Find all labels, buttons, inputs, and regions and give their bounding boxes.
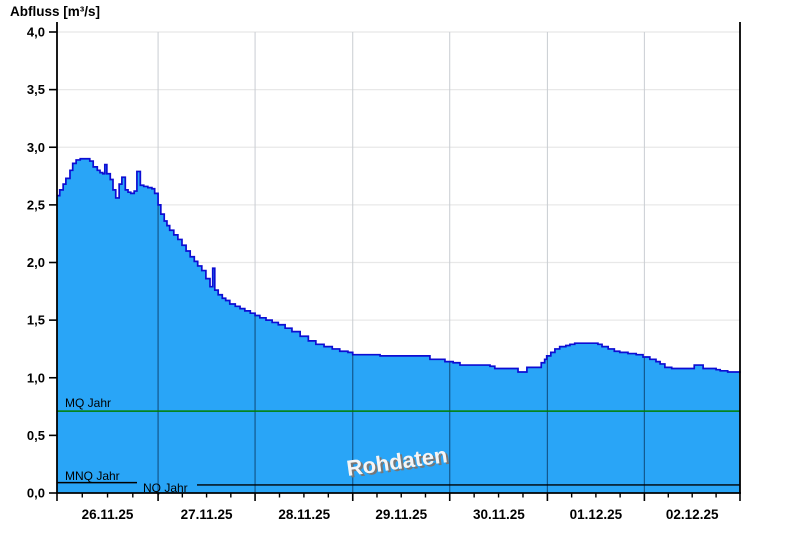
mnq-label: MNQ Jahr xyxy=(65,469,120,483)
y-tick-label: 1,5 xyxy=(27,313,45,328)
y-tick-label: 4,0 xyxy=(27,25,45,40)
y-tick-label: 2,0 xyxy=(27,255,45,270)
y-tick-label: 0,5 xyxy=(27,428,45,443)
mq-label: MQ Jahr xyxy=(65,396,111,410)
x-date-label: 28.11.25 xyxy=(278,507,330,522)
y-tick-label: 2,5 xyxy=(27,197,45,212)
y-tick-label: 3,5 xyxy=(27,82,45,97)
y-tick-label: 3,0 xyxy=(27,140,45,155)
chart-title: Abfluss [m³/s] xyxy=(10,4,101,19)
y-tick-label: 0,0 xyxy=(27,486,45,501)
y-tick-label: 1,0 xyxy=(27,370,45,385)
x-date-label: 02.12.25 xyxy=(666,507,719,522)
x-date-label: 26.11.25 xyxy=(82,507,134,522)
x-date-label: 27.11.25 xyxy=(181,507,233,522)
x-date-label: 29.11.25 xyxy=(375,507,427,522)
nq-label: NQ Jahr xyxy=(143,481,188,495)
discharge-area xyxy=(57,158,740,493)
discharge-line xyxy=(57,157,741,374)
x-date-label: 30.11.25 xyxy=(473,507,525,522)
x-date-label: 01.12.25 xyxy=(570,507,623,522)
